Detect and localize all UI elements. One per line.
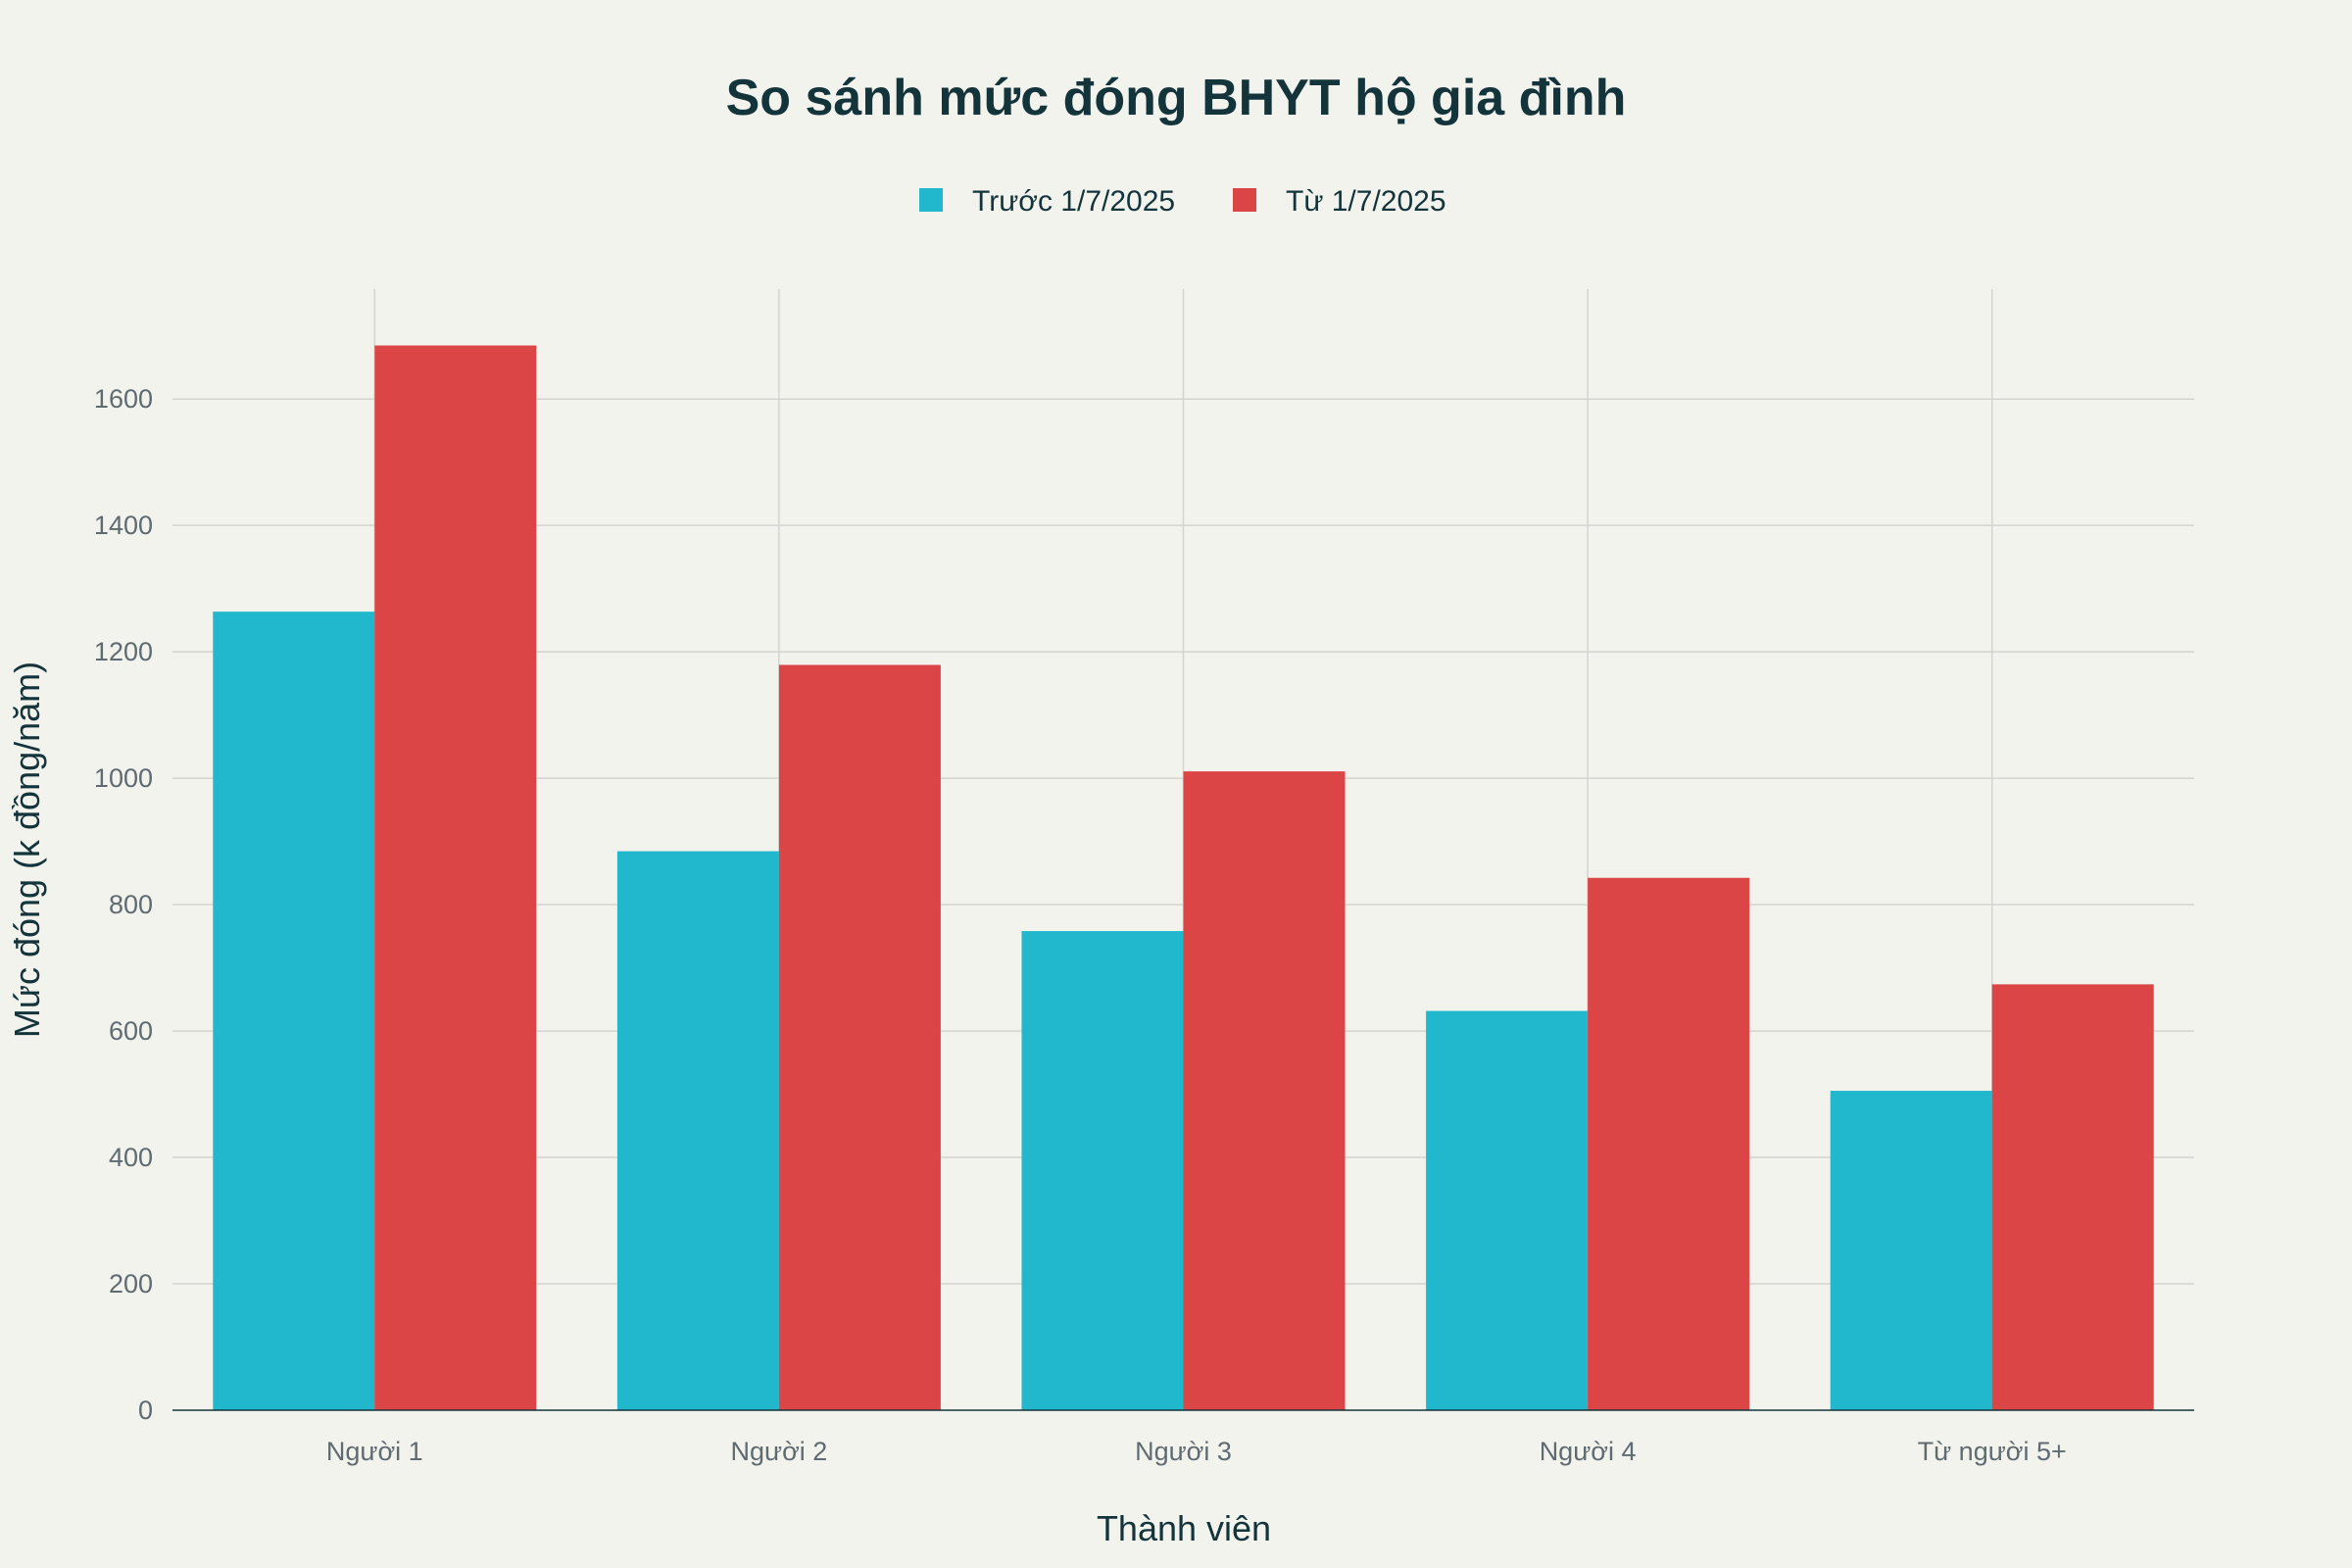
x-tick-label: Người 4 <box>1540 1437 1637 1466</box>
bar-after <box>778 664 941 1410</box>
legend-label: Từ 1/7/2025 <box>1286 185 1446 218</box>
y-tick-label: 600 <box>109 1016 153 1046</box>
legend: Trước 1/7/2025 Từ 1/7/2025 <box>919 185 1446 218</box>
x-tick-label: Người 3 <box>1135 1437 1232 1466</box>
y-tick-label: 200 <box>109 1269 153 1298</box>
x-tick-label: Người 1 <box>326 1437 423 1466</box>
y-tick-label: 1000 <box>94 763 153 793</box>
y-tick-label: 400 <box>109 1143 153 1172</box>
bar-before <box>1021 931 1184 1410</box>
bar-before <box>1426 1010 1589 1410</box>
bar-after <box>374 345 537 1410</box>
y-tick-label: 800 <box>109 890 153 919</box>
bar-before <box>213 612 375 1410</box>
bar-after <box>1183 771 1346 1410</box>
chart-title: So sánh mức đóng BHYT hộ gia đình <box>726 70 1627 126</box>
y-axis-title: Mức đóng (k đồng/năm) <box>7 662 47 1038</box>
y-tick-label: 1600 <box>94 384 153 414</box>
bar-after <box>1588 877 1750 1410</box>
legend-label: Trước 1/7/2025 <box>972 185 1175 218</box>
bar-after <box>1991 984 2154 1410</box>
legend-swatch <box>1233 188 1256 212</box>
y-tick-labels: 0 200 400 600 800 1000 1200 1400 1600 <box>94 384 153 1425</box>
y-tick-label: 0 <box>138 1396 153 1425</box>
bar-before <box>616 851 779 1410</box>
x-axis-title: Thành viên <box>1097 1508 1271 1548</box>
x-tick-labels: Người 1 Người 2 Người 3 Người 4 Từ người 5+ <box>326 1437 2067 1466</box>
bar-before <box>1830 1091 1992 1410</box>
bars <box>213 345 2154 1410</box>
y-tick-label: 1200 <box>94 637 153 666</box>
y-tick-label: 1400 <box>94 511 153 540</box>
x-tick-label: Người 2 <box>730 1437 827 1466</box>
legend-swatch <box>919 188 943 212</box>
x-tick-label: Từ người 5+ <box>1918 1437 2067 1466</box>
